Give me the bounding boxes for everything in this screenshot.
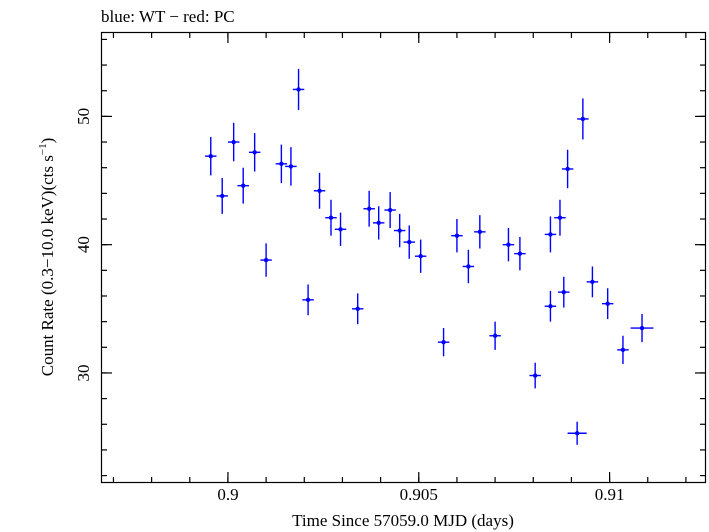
data-marker	[366, 206, 372, 211]
data-point	[351, 293, 364, 325]
data-point	[334, 212, 347, 246]
data-point	[617, 335, 629, 364]
data-point	[372, 206, 385, 240]
data-marker	[454, 233, 460, 238]
data-point	[414, 239, 427, 273]
data-point	[403, 225, 415, 259]
data-marker	[296, 87, 301, 92]
data-marker	[355, 306, 360, 312]
data-marker	[305, 297, 311, 303]
axis-ticks	[102, 33, 705, 482]
data-marker	[605, 301, 610, 306]
data-marker	[477, 229, 483, 235]
data-point	[514, 236, 526, 271]
y-tick-label: 40	[74, 236, 93, 253]
data-marker	[252, 150, 257, 155]
chart-title: blue: WT − red: PC	[101, 7, 235, 26]
y-axis-label-sup: −1	[37, 143, 49, 155]
data-marker	[407, 239, 412, 245]
data-point	[529, 362, 541, 389]
data-marker	[279, 161, 284, 167]
data-marker	[387, 207, 393, 213]
data-marker	[506, 242, 511, 247]
data-point	[601, 288, 614, 320]
data-marker	[492, 333, 498, 338]
data-point	[586, 266, 599, 298]
data-point	[393, 213, 406, 248]
x-axis-label: Time Since 57059.0 MJD (days)	[292, 511, 514, 530]
data-point	[544, 216, 557, 253]
data-marker	[208, 153, 213, 159]
data-marker	[590, 279, 595, 285]
data-point	[205, 136, 217, 176]
data-marker	[397, 228, 402, 233]
data-marker	[220, 193, 225, 199]
x-tick-label: 0.9	[217, 485, 238, 504]
data-marker	[548, 304, 553, 309]
data-marker	[241, 183, 246, 188]
data-point	[502, 227, 515, 262]
data-point	[313, 172, 326, 209]
data-point	[544, 290, 557, 322]
data-marker	[639, 325, 645, 331]
data-point	[558, 276, 570, 308]
data-marker	[328, 215, 334, 220]
data-point	[630, 313, 654, 343]
data-point	[227, 122, 240, 162]
data-point	[325, 199, 337, 236]
plot-frame	[100, 31, 707, 484]
data-marker	[517, 251, 523, 256]
axis-tick-labels: 0.9 0.905 0.91 30 40 50	[74, 108, 624, 504]
data-point	[260, 243, 272, 277]
data-marker	[231, 139, 236, 145]
data-point	[489, 321, 501, 350]
data-point	[561, 149, 574, 189]
data-marker	[561, 289, 566, 295]
data-point	[275, 144, 288, 184]
data-point	[462, 249, 475, 284]
data-point	[554, 199, 566, 236]
data-marker	[466, 264, 471, 269]
data-point	[363, 190, 375, 227]
data-marker	[338, 227, 343, 232]
data-point	[292, 68, 305, 110]
y-tick-label: 30	[74, 364, 93, 381]
y-axis-label-main: Count Rate (0.3−10.0 keV)(cts s	[38, 155, 57, 376]
data-point	[237, 167, 249, 204]
data-marker	[418, 254, 423, 259]
data-point	[384, 192, 396, 228]
data-marker	[580, 116, 586, 122]
y-tick-label: 50	[74, 108, 93, 125]
data-marker	[574, 431, 580, 436]
data-marker	[532, 373, 538, 378]
data-marker	[548, 232, 553, 237]
data-marker	[441, 339, 446, 345]
data-point	[248, 133, 261, 172]
data-point	[577, 98, 589, 140]
data-marker	[557, 215, 563, 220]
data-marker	[263, 257, 269, 263]
x-tick-label: 0.905	[400, 485, 438, 504]
data-point	[567, 421, 587, 445]
data-point	[451, 219, 463, 253]
y-axis-label-end: )	[38, 138, 57, 144]
x-tick-label: 0.91	[595, 485, 625, 504]
data-marker	[376, 220, 381, 226]
data-point	[437, 328, 450, 357]
data-point	[285, 147, 297, 186]
data-points	[205, 68, 654, 445]
data-point	[474, 215, 486, 249]
data-marker	[620, 347, 626, 353]
data-marker	[565, 166, 570, 172]
data-marker	[288, 164, 294, 169]
data-point	[216, 177, 228, 214]
data-marker	[317, 188, 322, 193]
y-axis-label: Count Rate (0.3−10.0 keV)(cts s−1)	[37, 138, 57, 377]
data-point	[302, 284, 314, 316]
